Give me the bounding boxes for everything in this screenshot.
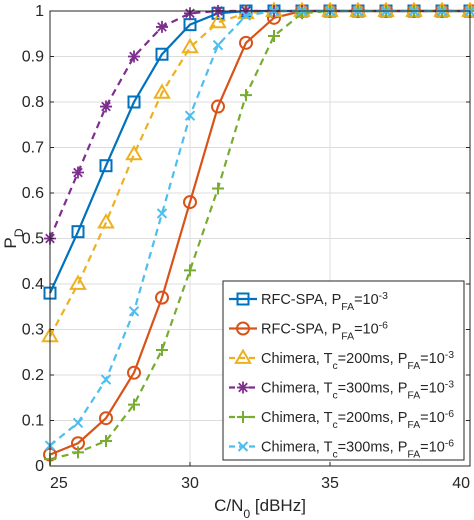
data-point (127, 365, 141, 380)
legend-entry: Chimera, Tc=200ms, PFA=10-3 (229, 348, 454, 372)
legend-marker (237, 411, 249, 423)
legend-label: Chimera, Tc=300ms, PFA=10-3 (261, 379, 454, 401)
legend-marker (237, 441, 249, 452)
data-point (153, 83, 171, 99)
legend-entry: RFC-SPA, PFA=10-6 (229, 320, 388, 342)
axis-labels: C/N0 [dBHz] PD (1, 228, 306, 520)
data-point (155, 290, 169, 305)
data-point (268, 30, 280, 43)
data-point (97, 213, 115, 229)
y-tick-label: 0.8 (22, 94, 44, 111)
y-axis-label: PD (1, 228, 26, 248)
data-point (69, 274, 87, 290)
y-tick-label: 0.9 (22, 49, 44, 66)
y-tick-label: 1 (35, 3, 44, 20)
data-point (184, 264, 196, 277)
legend: RFC-SPA, PFA=10-3 RFC-SPA, PFA=10-6 Chimer… (222, 280, 465, 461)
data-point (183, 195, 197, 210)
data-point (100, 434, 112, 447)
legend-label: Chimera, Tc=200ms, PFA=10-6 (261, 409, 454, 431)
legend-marker (236, 292, 250, 306)
legend-label: Chimera, Tc=200ms, PFA=10-3 (261, 350, 454, 372)
legend-marker (234, 348, 252, 364)
series-line (49, 9, 470, 447)
legend-label: RFC-SPA, PFA=10-6 (261, 320, 388, 342)
y-tick-label: 0.1 (22, 413, 44, 430)
y-tick-label: 0 (35, 458, 44, 475)
data-point (72, 446, 84, 459)
y-tick-label: 0.6 (22, 185, 44, 202)
y-tick-label: 0.2 (22, 367, 44, 384)
legend-label: RFC-SPA, PFA=10-3 (261, 291, 388, 313)
legend-marker (236, 321, 250, 336)
x-tick-label: 40 (452, 475, 470, 492)
ticks: 25 30 35 40 0 0.1 0.2 0.3 0.4 0.5 0.6 0.7 0.8 0.9 1 (22, 3, 471, 492)
data-point (72, 166, 84, 179)
data-point (239, 35, 253, 50)
legend-entry: Chimera, Tc=300ms, PFA=10-6 (229, 438, 454, 460)
legend-entry: Chimera, Tc=300ms, PFA=10-3 (229, 379, 454, 401)
data-point (100, 100, 112, 113)
data-point (99, 159, 113, 173)
data-point (128, 398, 140, 411)
data-point (296, 7, 308, 20)
data-point (240, 89, 252, 102)
legend-entry: RFC-SPA, PFA=10-3 (229, 291, 388, 313)
data-point (71, 225, 85, 239)
data-point (155, 47, 169, 61)
data-point (212, 39, 224, 51)
data-point (127, 95, 141, 109)
data-point (128, 306, 140, 317)
data-point (211, 99, 225, 114)
series-6 (44, 5, 474, 451)
x-tick-label: 30 (181, 475, 199, 492)
data-point (99, 411, 113, 426)
y-tick-label: 0.3 (22, 322, 44, 339)
data-point (212, 182, 224, 195)
legend-box (222, 280, 465, 461)
y-tick-label: 0.5 (22, 231, 44, 248)
data-point (240, 10, 252, 21)
data-point (72, 417, 84, 428)
data-point (156, 20, 168, 33)
data-point (181, 37, 199, 54)
y-tick-label: 0.4 (22, 276, 44, 293)
data-point (125, 144, 143, 161)
x-tick-label: 25 (50, 475, 68, 492)
legend-marker (237, 381, 249, 394)
data-point (156, 343, 168, 356)
data-point (209, 12, 227, 29)
legend-entry: Chimera, Tc=200ms, PFA=10-6 (229, 409, 454, 431)
legend-label: Chimera, Tc=300ms, PFA=10-6 (261, 438, 454, 460)
data-point (156, 208, 168, 219)
data-point (128, 50, 140, 63)
data-point (184, 110, 196, 121)
x-tick-label: 35 (321, 475, 339, 492)
data-point (100, 374, 112, 385)
x-axis-label: C/N0 [dBHz] (214, 496, 306, 520)
y-tick-label: 0.7 (22, 140, 44, 157)
